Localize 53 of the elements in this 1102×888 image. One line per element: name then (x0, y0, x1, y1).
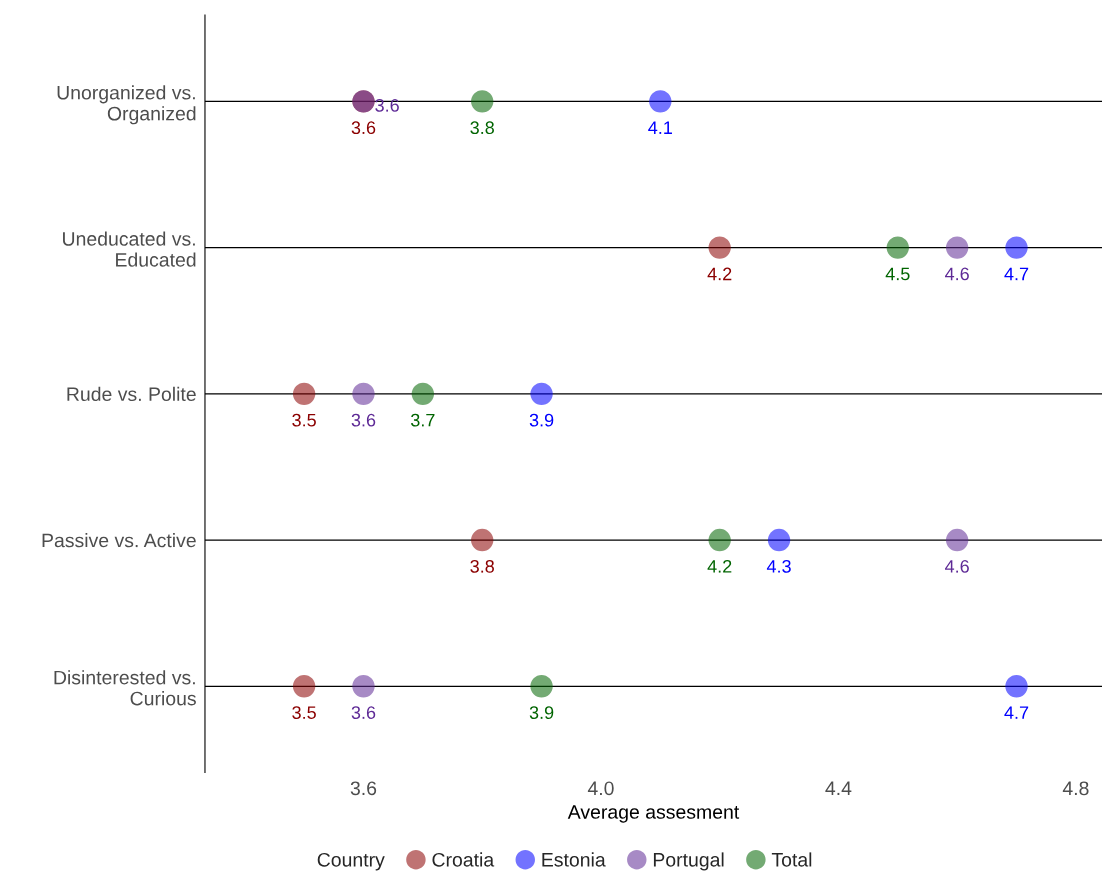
legend-label: Croatia (432, 852, 495, 867)
point (708, 236, 731, 259)
data-label: 3.5 (292, 706, 316, 719)
point (1005, 675, 1028, 698)
data-label: 3.9 (529, 706, 554, 719)
data-label: 4.2 (707, 267, 732, 281)
point (292, 382, 316, 406)
data-label: 4.2 (707, 559, 732, 573)
data-label: 3.6 (351, 121, 376, 135)
data-label: 3.6 (375, 98, 399, 112)
data-label: 4.7 (1004, 706, 1029, 719)
point (292, 675, 316, 698)
data-label: 3.7 (410, 413, 435, 427)
point (411, 382, 435, 406)
point (767, 528, 791, 552)
data-label: 4.6 (945, 267, 969, 281)
y-tick-label: Rude vs. Polite (67, 386, 196, 402)
x-axis-title: Average assesment (567, 805, 740, 823)
x-tick-label: 4.0 (587, 781, 614, 796)
data-label: 3.6 (351, 706, 376, 719)
data-label: 4.1 (648, 121, 672, 134)
point (471, 90, 494, 113)
data-label: 4.5 (885, 267, 910, 281)
y-tick-label: Disinterested vs. Curious (54, 670, 196, 706)
data-label: 3.9 (529, 413, 554, 427)
x-tick-label: 4.4 (825, 781, 852, 795)
y-tick-label: Uneducated vs. Educated (63, 231, 196, 267)
y-tick-label: Unorganized vs. Organized (57, 85, 196, 125)
data-label: 4.7 (1004, 267, 1029, 281)
point (945, 236, 969, 259)
legend-label: Estonia (542, 852, 606, 867)
data-label: 3.8 (470, 559, 494, 573)
legend-label: Total (771, 852, 812, 867)
point (352, 675, 375, 698)
x-tick-label: 3.6 (350, 781, 377, 796)
point (471, 528, 494, 552)
point (1005, 236, 1028, 259)
data-label: 4.3 (766, 559, 791, 573)
y-tick-label: Passive vs. Active (42, 533, 196, 548)
data-label: 3.8 (470, 121, 494, 135)
data-label: 3.5 (292, 413, 316, 427)
legend-title: Country (317, 852, 385, 871)
data-label: 3.6 (351, 413, 376, 427)
point (886, 236, 909, 259)
data-label: 4.6 (945, 559, 969, 573)
point (649, 90, 672, 113)
point (530, 675, 553, 698)
point (945, 528, 969, 552)
legend-label: Portugal (653, 852, 724, 871)
x-tick-label: 4.8 (1062, 781, 1089, 796)
point (352, 382, 375, 406)
point (530, 382, 553, 406)
point (708, 528, 731, 552)
